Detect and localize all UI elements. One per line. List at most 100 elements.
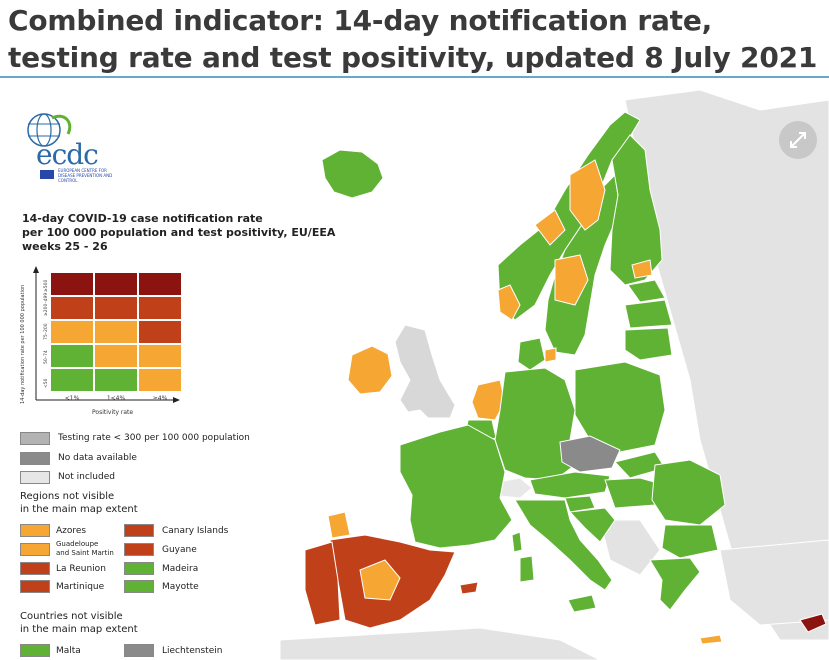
legend-matrix-cell [50, 320, 94, 344]
map-region-bulgaria [661, 524, 719, 559]
legend-axes [33, 266, 180, 403]
legend-matrix-cell [138, 344, 182, 368]
map-region-austria [529, 471, 611, 499]
legend-matrix-cell [94, 320, 138, 344]
map-region-north-africa [279, 627, 601, 660]
legend-swatch-malta [20, 644, 50, 657]
legend-x-tick: 1<4% [106, 395, 126, 402]
map-region-finland [609, 134, 663, 286]
map-region-spain-orange-north [327, 511, 351, 539]
legend-label-guadeloupe-line-1: Guadeloupe [56, 540, 99, 548]
legend-swatch-not-included [20, 471, 50, 484]
map-region-sicily [567, 594, 597, 613]
legend-label-martinique: Martinique [56, 582, 105, 592]
legend-label-azores: Azores [56, 526, 87, 536]
legend-swatch-canary-islands [124, 524, 154, 537]
legend-label-guadeloupe-line-2: and Saint Martin [56, 549, 114, 557]
legend-swatch-guadeloupe [20, 543, 50, 556]
legend-y-tick: ≥200–499 [44, 292, 49, 316]
title-divider [0, 76, 829, 78]
expand-icon [790, 132, 806, 148]
map-region-uk [394, 324, 456, 419]
legend-swatch-la-reunion [20, 562, 50, 575]
legend-matrix-cell [138, 272, 182, 296]
legend-countries-title-line-1: Countries not visible [20, 611, 123, 622]
eu-flag-icon [40, 170, 54, 179]
legend-y-tick: 50–74 [44, 350, 49, 364]
legend-label-madeira: Madeira [162, 564, 199, 574]
map-region-sardinia [519, 555, 535, 583]
legend-label-guyane: Guyane [162, 545, 197, 555]
legend-label-liechtenstein: Liechtenstein [162, 646, 223, 656]
map-region-norway-orange [534, 209, 566, 246]
map-region-denmark-east-orange [544, 347, 557, 363]
legend-matrix-cell [94, 344, 138, 368]
map-region-balkans [599, 519, 661, 576]
legend-countries-title-line-2: in the main map extent [20, 624, 138, 635]
map-region-corsica [511, 531, 523, 553]
legend-y-tick: ≥500 [44, 279, 49, 292]
ecdc-logo-icon [27, 113, 72, 147]
legend-label-not-included: Not included [58, 472, 115, 482]
legend-x-axis-label: Positivity rate [92, 409, 134, 416]
map-region-sweden-north-orange [569, 159, 606, 231]
legend-y-axis-label: 14-day notification rate per 100 000 pop… [20, 284, 26, 404]
legend-countries-title: Countries not visible in the main map ex… [20, 610, 138, 636]
legend-matrix [42, 272, 184, 392]
legend-x-tick: ≥4% [152, 395, 168, 402]
legend-label-testing-rate: Testing rate < 300 per 100 000 populatio… [58, 433, 250, 443]
legend-label-no-data: No data available [58, 453, 137, 463]
legend-matrix-cell [94, 296, 138, 320]
legend-y-tick: 75–200 [44, 323, 49, 340]
legend-matrix-cell [138, 320, 182, 344]
legend-matrix-cell [94, 272, 138, 296]
europe-map [279, 89, 829, 660]
legend-label-canary-islands: Canary Islands [162, 526, 229, 536]
map-region-turkey [719, 539, 829, 626]
legend-y-tick: <50 [44, 378, 49, 389]
map-region-greece-islands-orange [699, 634, 723, 645]
legend-matrix-cell [50, 368, 94, 392]
legend-swatch-madeira [124, 562, 154, 575]
map-region-cyprus [799, 613, 827, 633]
legend-swatch-martinique [20, 580, 50, 593]
legend-x-tick: <1% [64, 395, 80, 402]
legend-title-line-3: weeks 25 - 26 [22, 240, 108, 253]
map-region-latvia [624, 299, 673, 329]
map-region-finland-south-orange [631, 259, 653, 279]
legend-matrix-cell [50, 272, 94, 296]
map-region-portugal [304, 541, 341, 626]
map-region-croatia [568, 507, 616, 543]
legend-label-mayotte: Mayotte [162, 582, 199, 592]
ecdc-logo-subtitle: EUROPEAN CENTRE FOR DISEASE PREVENTION A… [58, 168, 113, 183]
map-region-slovenia [564, 495, 596, 513]
legend-label-la-reunion: La Reunion [56, 564, 106, 574]
map-region-czechia [559, 435, 621, 473]
legend-matrix-cell [138, 296, 182, 320]
map-region-poland [574, 361, 666, 453]
map-region-norway-west-orange [497, 284, 521, 321]
map-region-romania [651, 459, 726, 526]
ecdc-logo-text: ecdc [36, 138, 99, 171]
legend-label-malta: Malta [56, 646, 81, 656]
legend-matrix-cell [94, 368, 138, 392]
legend-title: 14-day COVID-19 case notification rate p… [22, 212, 352, 254]
map-region-ireland [347, 345, 393, 395]
page-title: Combined indicator: 14-day notification … [8, 4, 818, 74]
fullscreen-button[interactable] [779, 121, 817, 159]
legend-regions-title-line-2: in the main map extent [20, 504, 138, 515]
map-region-lithuania [624, 327, 673, 361]
map-region-france [399, 424, 513, 549]
map-region-germany [494, 367, 576, 481]
legend-title-line-1: 14-day COVID-19 case notification rate [22, 212, 263, 225]
legend-swatch-liechtenstein [124, 644, 154, 657]
legend-swatch-azores [20, 524, 50, 537]
legend-label-guadeloupe: Guadeloupe and Saint Martin [56, 540, 114, 558]
legend-swatch-no-data [20, 452, 50, 465]
map-region-denmark [517, 337, 546, 371]
legend-regions-title-line-1: Regions not visible [20, 491, 115, 502]
legend-matrix-cell [50, 344, 94, 368]
legend-regions-title: Regions not visible in the main map exte… [20, 490, 138, 516]
legend-swatch-mayotte [124, 580, 154, 593]
map-region-italy [514, 499, 613, 591]
